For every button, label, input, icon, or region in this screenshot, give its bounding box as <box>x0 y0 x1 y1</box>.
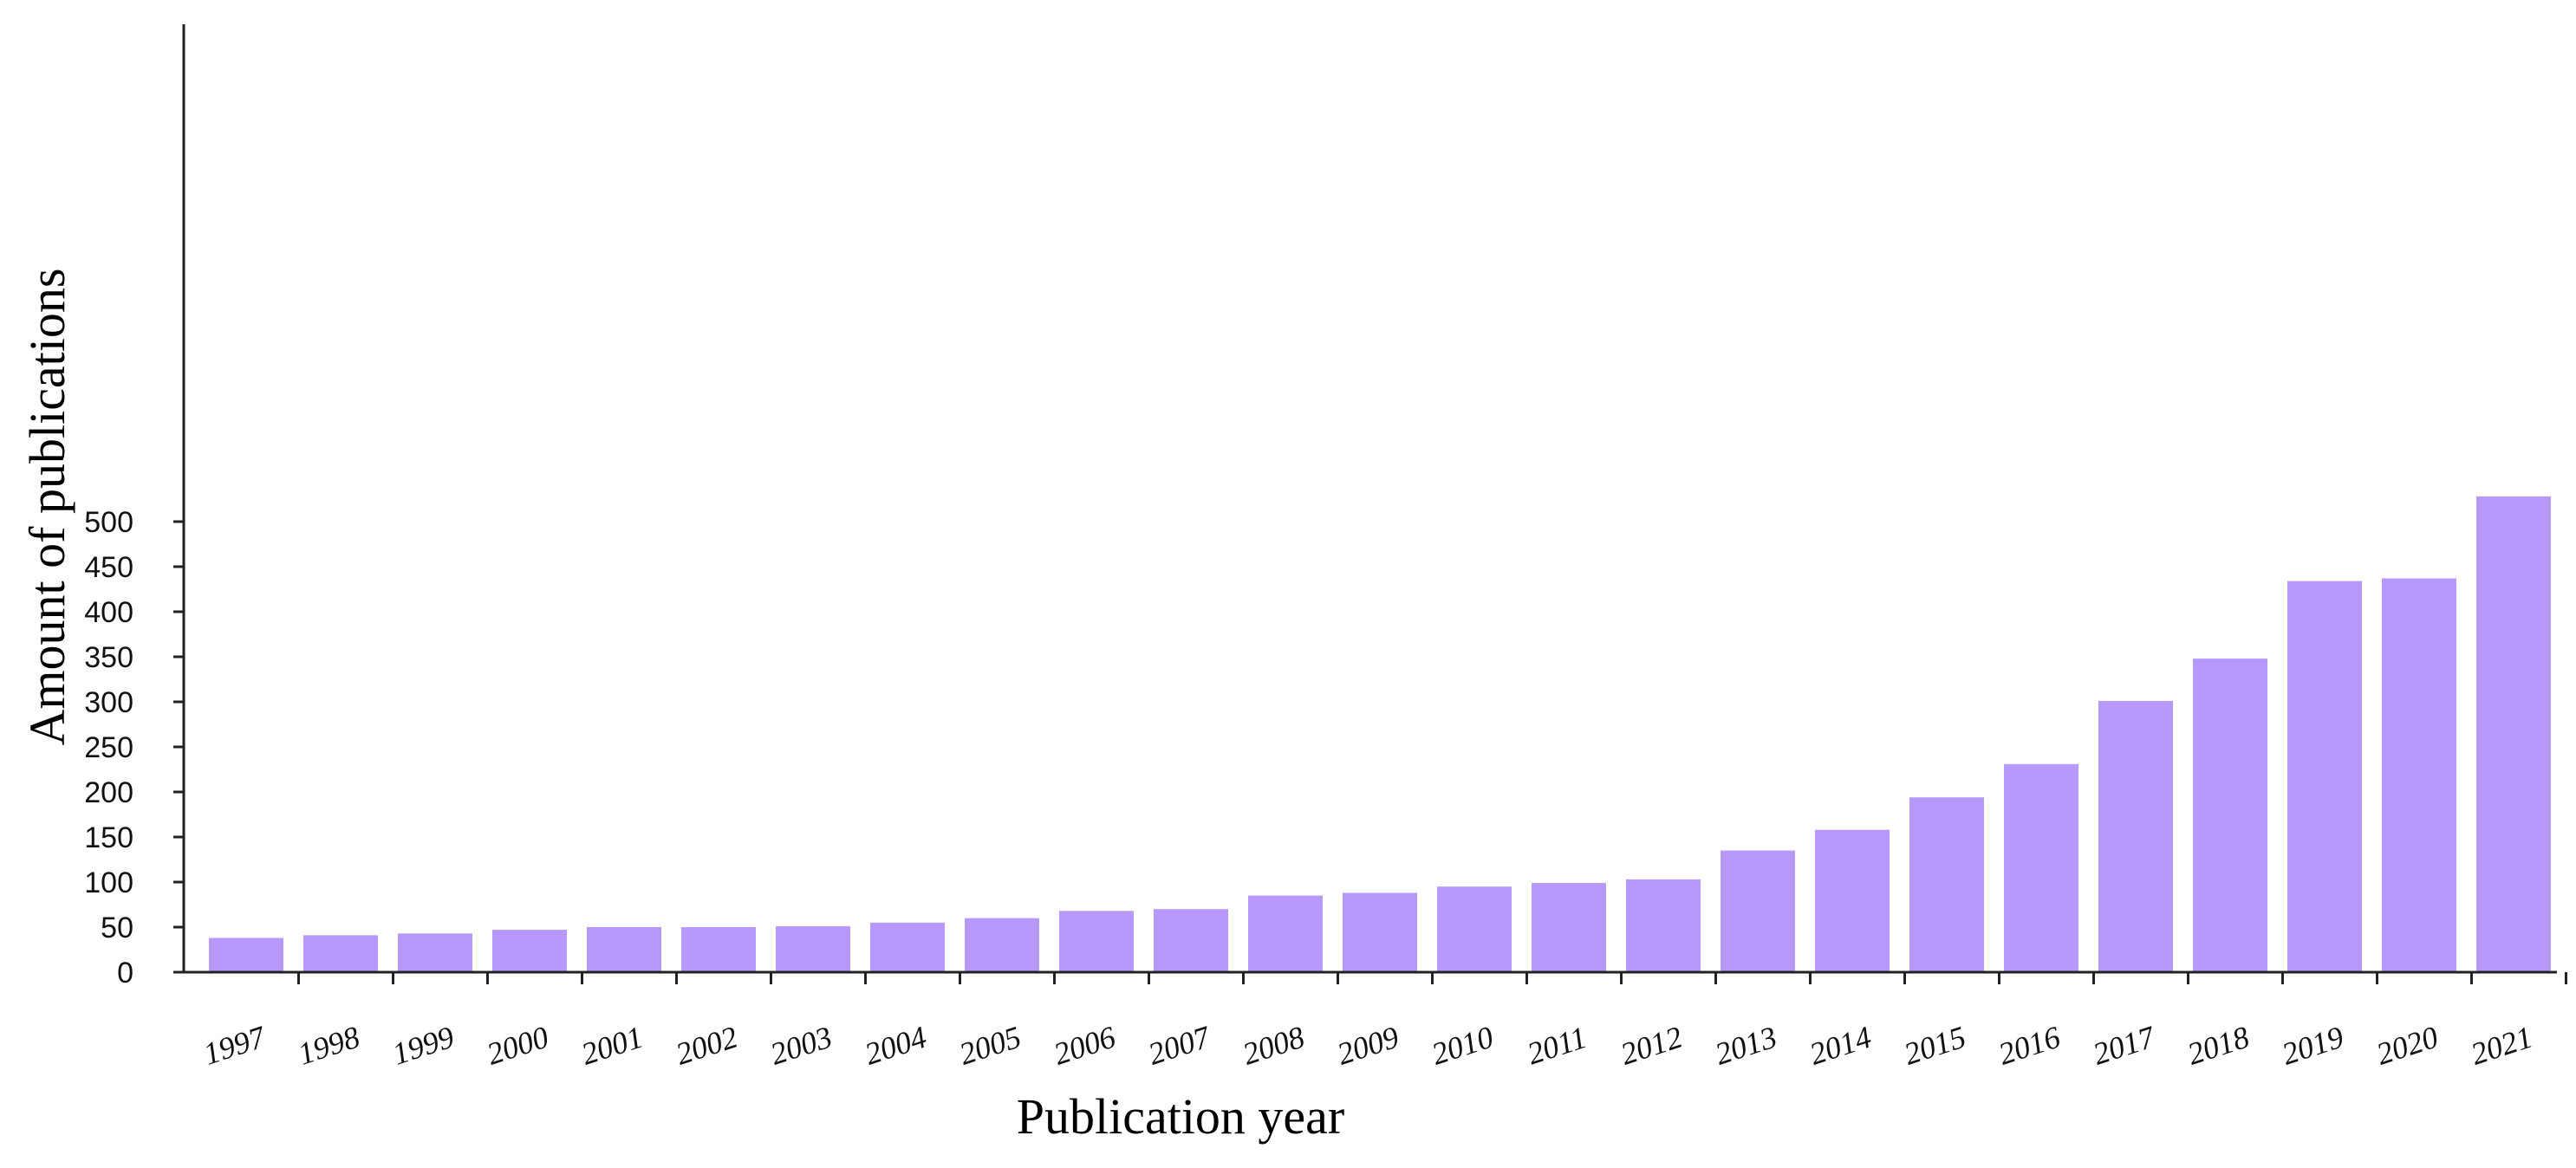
x-axis-title: Publication year <box>1017 1088 1345 1145</box>
bar-2004 <box>870 922 945 972</box>
bar-2016 <box>2004 763 2078 972</box>
x-tick-label: 1998 <box>294 1019 364 1071</box>
x-tick-label: 1997 <box>199 1019 271 1072</box>
bar-2011 <box>1532 883 1606 972</box>
y-tick-label: 350 <box>84 641 133 674</box>
bar-2014 <box>1815 829 1890 972</box>
y-tick-label: 250 <box>84 731 133 764</box>
x-tick-label: 2004 <box>861 1019 931 1071</box>
bar-2020 <box>2382 578 2456 972</box>
bar-2003 <box>776 925 850 972</box>
y-axis-title: Amount of publications <box>19 269 75 746</box>
x-tick-label: 2015 <box>1900 1019 1970 1071</box>
bar-2017 <box>2098 700 2173 972</box>
bar-2002 <box>681 927 756 972</box>
bar-2008 <box>1248 895 1323 972</box>
bar-2007 <box>1154 909 1228 972</box>
bar-2010 <box>1437 886 1512 972</box>
bar-2021 <box>2476 496 2551 972</box>
x-tick-label: 2019 <box>2278 1019 2348 1071</box>
bar-2013 <box>1721 850 1795 972</box>
x-tick-label: 2002 <box>672 1019 742 1071</box>
y-tick-label: 50 <box>101 912 133 944</box>
x-tick-label: 2001 <box>577 1019 647 1071</box>
x-tick-label: 2007 <box>1144 1019 1216 1072</box>
x-tick-label: 2012 <box>1617 1019 1687 1071</box>
bar-1997 <box>209 938 283 972</box>
y-tick-label: 200 <box>84 776 133 809</box>
x-tick-label: 2008 <box>1239 1019 1309 1071</box>
bar-2018 <box>2193 659 2267 972</box>
bar-2006 <box>1059 911 1134 972</box>
x-tick-label: 1999 <box>388 1019 459 1071</box>
y-tick-label: 100 <box>84 866 133 899</box>
x-tick-label: 2016 <box>1994 1019 2065 1071</box>
x-tick-label: 2000 <box>483 1019 553 1071</box>
bars <box>209 496 2551 972</box>
bar-2005 <box>965 918 1039 972</box>
x-tick-label: 2017 <box>2089 1019 2161 1072</box>
y-tick-label: 450 <box>84 551 133 584</box>
bar-2000 <box>492 930 567 972</box>
x-tick-label: 2011 <box>1523 1020 1590 1071</box>
x-tick-label: 2005 <box>955 1019 1025 1071</box>
bar-2019 <box>2287 581 2362 972</box>
x-tick-label: 2014 <box>1805 1019 1876 1071</box>
x-tick-label: 2009 <box>1333 1019 1403 1071</box>
bar-2009 <box>1343 892 1417 972</box>
bar-2012 <box>1626 879 1701 972</box>
x-tick-label: 2018 <box>2183 1019 2254 1071</box>
x-tick-label: 2003 <box>766 1019 836 1071</box>
y-tick-label: 300 <box>84 686 133 719</box>
y-tick-label: 150 <box>84 821 133 854</box>
x-tick-label: 2006 <box>1050 1019 1120 1071</box>
y-tick-label: 0 <box>117 957 133 990</box>
y-axis-ticks: 0 50 100 150 200 250 300 350 400 450 500 <box>84 506 184 990</box>
x-tick-label: 2021 <box>2467 1019 2537 1071</box>
x-tick-label: 2020 <box>2372 1019 2443 1071</box>
bar-2001 <box>587 927 661 972</box>
bar-2015 <box>1909 797 1984 972</box>
x-axis-ticks: 1997 1998 1999 2000 2001 2002 2003 2004 2005 2006… <box>199 972 2567 1072</box>
bar-1999 <box>398 933 472 972</box>
y-tick-label: 500 <box>84 506 133 539</box>
x-tick-label: 2013 <box>1711 1019 1781 1071</box>
bar-1998 <box>303 935 378 972</box>
x-tick-label: 2010 <box>1428 1019 1498 1071</box>
y-tick-label: 400 <box>84 596 133 629</box>
